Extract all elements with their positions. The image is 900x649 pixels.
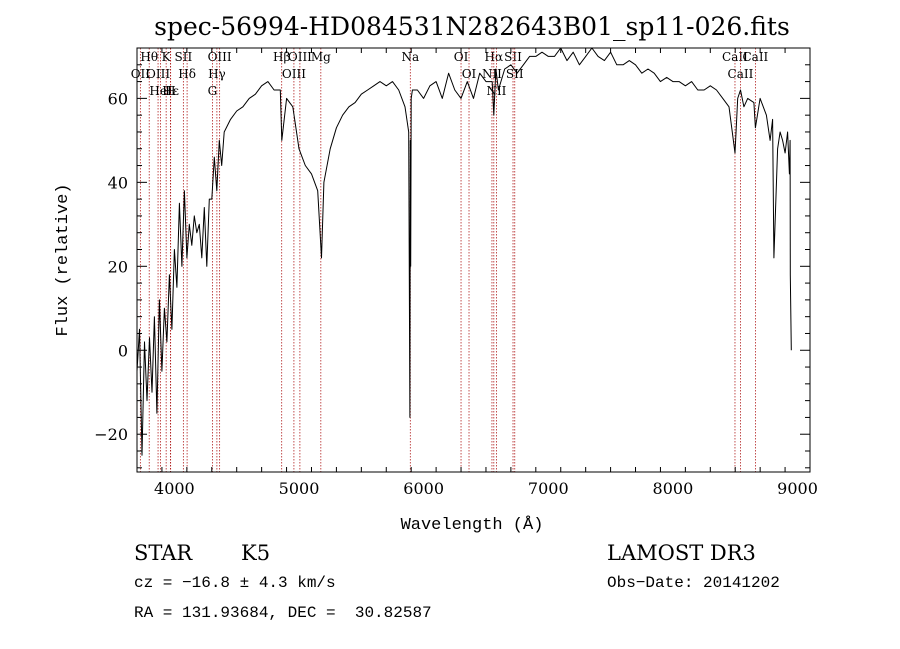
x-tick-label: 6000 [403,479,444,498]
y-tick-label: 40 [108,173,128,192]
plot-frame [136,47,811,473]
line-mark-label-1: OII [131,67,151,81]
line-mark-label-6: H [165,84,175,98]
spectrum-line-0 [136,47,792,456]
y-tick-label: 20 [108,257,128,276]
line-marks: HθOIIOIIIHeIKHεHSIIHδOIIIHγGHβOIIIOIIIMg… [131,48,769,472]
line-mark-label-16: Na [401,50,419,64]
ra-dec: RA = 131.93684, DEC = 30.82587 [134,604,432,622]
line-mark-label-18: OI [462,67,477,81]
line-mark-label-15: Mg [311,50,331,64]
x-tick-label: 5000 [279,479,320,498]
x-tick-label: 9000 [777,479,818,498]
y-tick-label: 60 [108,89,128,108]
line-mark-label-10: Hγ [208,67,226,81]
line-mark-label-4: K [162,50,172,64]
line-mark-label-13: OIII [282,67,306,81]
x-tick-label: 8000 [653,479,694,498]
line-mark-label-2: OIII [146,67,170,81]
line-mark-label-25: CaII [728,67,754,81]
line-mark-label-23: SII [506,67,524,81]
line-mark-label-22: SII [504,50,522,64]
object-type: STAR [134,541,193,565]
line-mark-label-12: Hβ [273,50,290,64]
series-group [136,47,792,456]
line-mark-label-11: G [208,84,218,98]
line-mark-label-24: CaII [722,50,748,64]
line-mark-label-7: SII [175,50,193,64]
line-mark-label-26: CaII [742,50,768,64]
line-mark-label-21: NII [486,84,506,98]
observation-date: Obs−Date: 20141202 [607,574,780,592]
line-mark-label-8: Hδ [178,67,196,81]
redshift-cz: cz = −16.8 ± 4.3 km/s [134,574,336,592]
x-axis-label: Wavelength (Å) [401,516,544,535]
y-tick-label: 0 [118,341,128,360]
line-mark-label-14: OIII [288,50,312,64]
data-release: LAMOST DR3 [607,541,756,565]
line-mark-label-19: Hα [485,50,504,64]
line-mark-label-17: OI [454,50,469,64]
axes-group: 4000 5000 6000 7000 8000 9000 −20 0 20 40 60 [94,47,818,498]
line-mark-label-20: NII [482,67,502,81]
y-tick-label: −20 [94,425,128,444]
x-tick-label: 7000 [528,479,569,498]
chart-title: spec-56994-HD084531N282643B01_sp11-026.f… [154,12,790,41]
line-mark-label-0: Hθ [140,50,158,64]
x-tick-label: 4000 [154,479,195,498]
line-mark-label-9: OIII [208,50,232,64]
spectral-subclass: K5 [241,541,271,565]
y-axis-label: Flux (relative) [54,183,73,336]
